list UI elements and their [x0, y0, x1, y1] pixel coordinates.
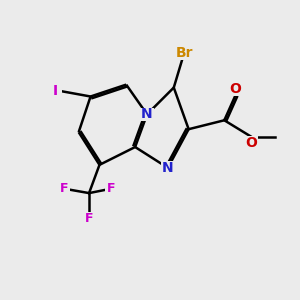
Bar	[173, 47, 196, 60]
Text: F: F	[60, 182, 68, 195]
Bar	[244, 136, 258, 148]
Text: F: F	[85, 212, 93, 225]
Bar	[161, 161, 174, 174]
Bar	[105, 183, 118, 195]
Text: O: O	[230, 82, 242, 96]
Text: O: O	[245, 136, 257, 150]
Text: Br: Br	[176, 46, 193, 59]
Text: N: N	[162, 161, 174, 175]
Bar	[229, 84, 242, 96]
Bar	[140, 108, 154, 121]
Bar	[51, 84, 62, 97]
Text: F: F	[107, 182, 116, 195]
Text: N: N	[141, 107, 153, 121]
Bar	[57, 183, 70, 195]
Text: I: I	[52, 84, 58, 98]
Bar	[82, 212, 96, 224]
